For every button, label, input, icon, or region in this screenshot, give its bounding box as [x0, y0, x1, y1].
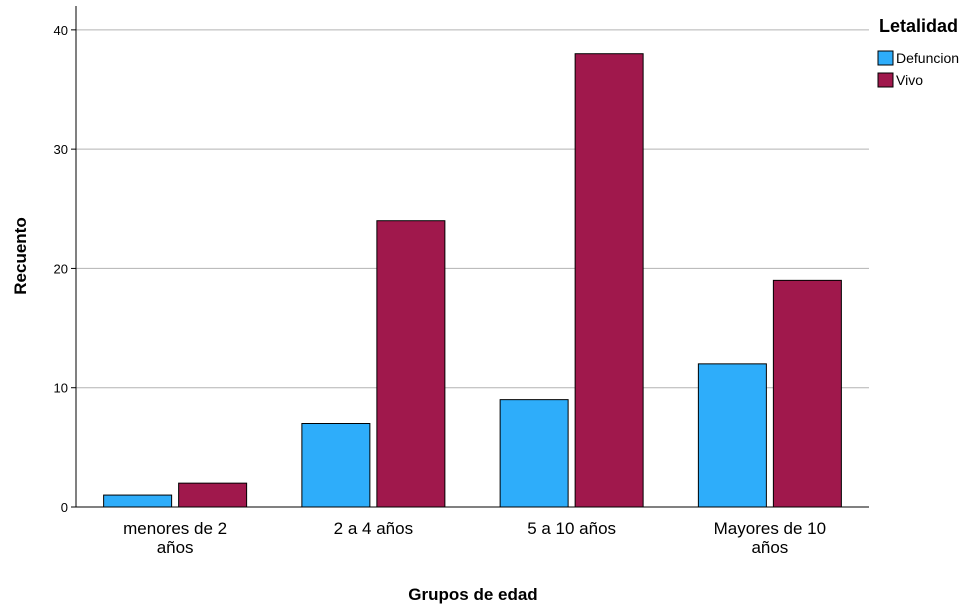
x-category-label-2: 5 a 10 años: [527, 519, 616, 538]
x-axis-title: Grupos de edad: [408, 585, 537, 604]
bar-defuncion-1: [301, 423, 371, 508]
y-tick-label-10: 10: [54, 381, 68, 396]
bar-vivo-3: [772, 279, 842, 508]
bar-defuncion-3: [697, 363, 767, 508]
legend: Letalidad Defuncion Vivo: [877, 16, 959, 88]
y-tick-label-0: 0: [61, 500, 68, 515]
y-tick-label-20: 20: [54, 261, 68, 276]
y-axis-title: Recuento: [11, 217, 30, 294]
bar-defuncion-0: [103, 494, 173, 508]
bars: [103, 53, 842, 508]
x-category-label-3: Mayores de 10 años: [714, 519, 826, 557]
bar-vivo-0: [178, 482, 248, 508]
x-category-label-1: 2 a 4 años: [334, 519, 413, 538]
bar-vivo-2: [574, 53, 644, 508]
legend-title: Letalidad: [879, 16, 958, 36]
legend-swatch-vivo: [877, 72, 894, 88]
y-tick-label-30: 30: [54, 142, 68, 157]
y-tick-label-40: 40: [54, 23, 68, 38]
bar-defuncion-2: [499, 399, 569, 508]
x-category-labels: menores de 2 años 2 a 4 años 5 a 10 años May…: [123, 519, 826, 557]
x-category-label-0: menores de 2 años: [123, 519, 227, 557]
bar-vivo-1: [376, 220, 446, 508]
legend-label-defuncion: Defuncion: [896, 50, 959, 66]
y-tick-labels: 0 10 20 30 40: [54, 23, 76, 515]
legend-swatch-defuncion: [877, 50, 894, 66]
gridlines: [76, 29, 869, 389]
legend-label-vivo: Vivo: [896, 72, 923, 88]
axes: [75, 6, 869, 508]
